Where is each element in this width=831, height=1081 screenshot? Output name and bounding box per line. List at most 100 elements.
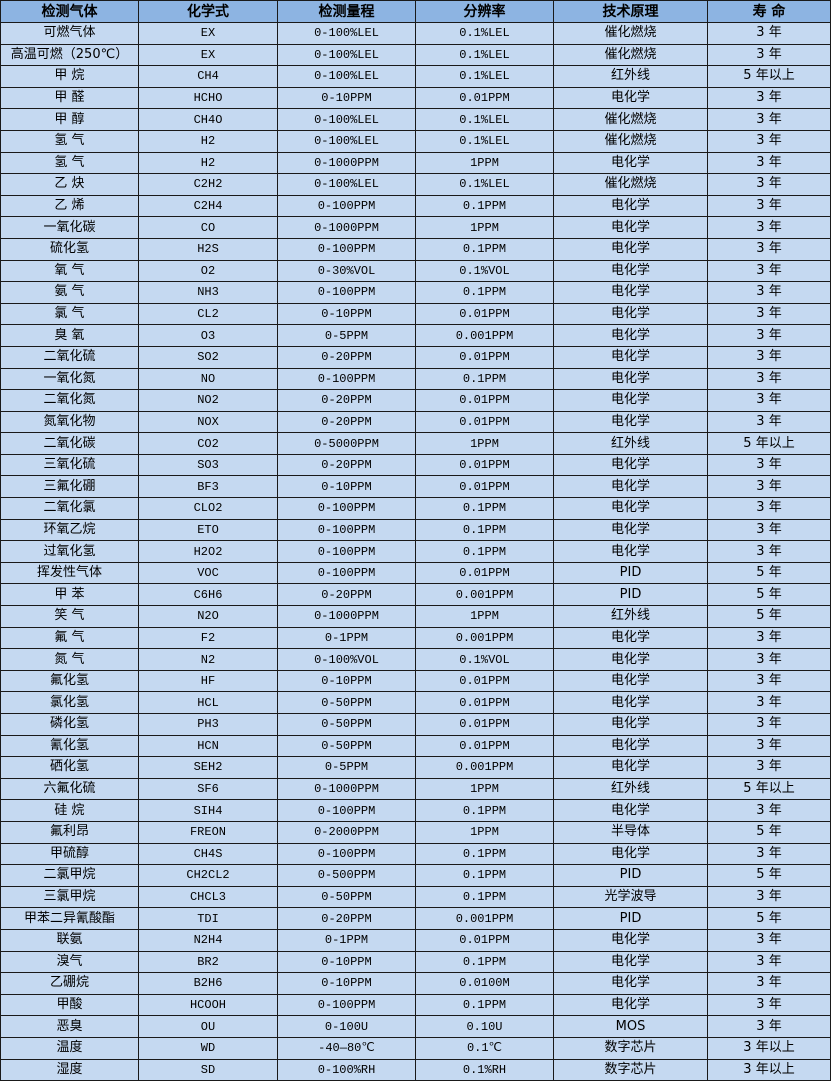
formula-cell: HCOOH [138, 993, 278, 1017]
principle-cell: 电化学 [553, 86, 708, 110]
lifespan-cell: 3 年 [707, 885, 831, 909]
principle-cell: 电化学 [553, 734, 708, 758]
lifespan-cell: 3 年 [707, 475, 831, 499]
table-row: 联氨 N2H4 0-1PPM 0.01PPM 电化学 3 年 [0, 928, 831, 952]
lifespan-cell: 3 年 [707, 691, 831, 714]
principle-cell: 催化燃烧 [553, 129, 708, 153]
gas-cell: 氯 气 [0, 302, 139, 326]
resolution-cell: 0.1PPM [415, 864, 554, 887]
range-cell: 0-100%LEL [277, 22, 416, 45]
table-row: 硅 烷 SIH4 0-100PPM 0.1PPM 电化学 3 年 [0, 799, 831, 822]
gas-cell: 乙硼烷 [0, 972, 139, 995]
gas-cell: 氯化氢 [0, 691, 139, 714]
range-cell: 0-1PPM [277, 928, 416, 952]
table-row: 氮 气 N2 0-100%VOL 0.1%VOL 电化学 3 年 [0, 648, 831, 671]
gas-cell: 过氧化氢 [0, 540, 139, 563]
gas-cell: 温度 [0, 1036, 139, 1060]
principle-cell: 电化学 [553, 151, 708, 175]
formula-cell: HCL [138, 691, 278, 714]
range-cell: 0-5PPM [277, 756, 416, 779]
range-cell: -40—80℃ [277, 1036, 416, 1060]
lifespan-cell: 3 年 [707, 669, 831, 693]
resolution-cell: 0.01PPM [415, 928, 554, 952]
gas-cell: 臭 氧 [0, 324, 139, 347]
range-cell: 0-100PPM [277, 194, 416, 218]
table-row: 氟化氢 HF 0-10PPM 0.01PPM 电化学 3 年 [0, 669, 831, 693]
principle-cell: 电化学 [553, 842, 708, 866]
formula-cell: C2H4 [138, 194, 278, 218]
lifespan-cell: 3 年 [707, 151, 831, 175]
resolution-cell: 0.10U [415, 1015, 554, 1038]
lifespan-cell: 5 年 [707, 820, 831, 844]
principle-cell: 电化学 [553, 345, 708, 369]
resolution-cell: 0.1%LEL [415, 22, 554, 45]
formula-cell: CO2 [138, 432, 278, 455]
resolution-cell: 0.01PPM [415, 410, 554, 434]
lifespan-cell: 5 年以上 [707, 432, 831, 455]
lifespan-cell: 3 年 [707, 43, 831, 67]
gas-cell: 可燃气体 [0, 22, 139, 45]
formula-cell: HCN [138, 734, 278, 758]
range-cell: 0-100PPM [277, 993, 416, 1017]
resolution-cell: 0.001PPM [415, 907, 554, 930]
table-row: 二氧化硫 SO2 0-20PPM 0.01PPM 电化学 3 年 [0, 345, 831, 369]
resolution-cell: 0.001PPM [415, 756, 554, 779]
formula-cell: HCHO [138, 86, 278, 110]
gas-cell: 三氧化硫 [0, 453, 139, 477]
table-row: 臭 氧 O3 0-5PPM 0.001PPM 电化学 3 年 [0, 324, 831, 347]
gas-cell: 硅 烷 [0, 799, 139, 822]
gas-cell: 三氟化硼 [0, 475, 139, 499]
resolution-cell: 0.01PPM [415, 561, 554, 585]
table-row: 氢 气 H2 0-1000PPM 1PPM 电化学 3 年 [0, 151, 831, 175]
formula-cell: SEH2 [138, 756, 278, 779]
table-row: 氯 气 CL2 0-10PPM 0.01PPM 电化学 3 年 [0, 302, 831, 326]
range-cell: 0-100PPM [277, 281, 416, 304]
range-cell: 0-10PPM [277, 475, 416, 499]
table-row: 甲 苯 C6H6 0-20PPM 0.001PPM PID 5 年 [0, 583, 831, 607]
header-principle: 技术原理 [553, 0, 708, 23]
gas-cell: 三氯甲烷 [0, 885, 139, 909]
formula-cell: BF3 [138, 475, 278, 499]
range-cell: 0-20PPM [277, 453, 416, 477]
resolution-cell: 0.1PPM [415, 540, 554, 563]
lifespan-cell: 3 年 [707, 540, 831, 563]
table-row: 磷化氢 PH3 0-50PPM 0.01PPM 电化学 3 年 [0, 713, 831, 736]
table-row: 二氧化氯 CLO2 0-100PPM 0.1PPM 电化学 3 年 [0, 497, 831, 520]
resolution-cell: 0.1PPM [415, 799, 554, 822]
table-row: 高温可燃（250℃） EX 0-100%LEL 0.1%LEL 催化燃烧 3 年 [0, 43, 831, 67]
lifespan-cell: 3 年 [707, 259, 831, 283]
lifespan-cell: 3 年 [707, 129, 831, 153]
formula-cell: TDI [138, 907, 278, 930]
formula-cell: H2O2 [138, 540, 278, 563]
principle-cell: 电化学 [553, 648, 708, 671]
header-range: 检测量程 [277, 0, 416, 23]
table-row: 一氧化氮 NO 0-100PPM 0.1PPM 电化学 3 年 [0, 367, 831, 391]
range-cell: 0-20PPM [277, 907, 416, 930]
table-row: 一氧化碳 CO 0-1000PPM 1PPM 电化学 3 年 [0, 216, 831, 239]
resolution-cell: 0.001PPM [415, 583, 554, 607]
principle-cell: 催化燃烧 [553, 43, 708, 67]
lifespan-cell: 3 年 [707, 518, 831, 542]
range-cell: 0-20PPM [277, 410, 416, 434]
range-cell: 0-10PPM [277, 86, 416, 110]
lifespan-cell: 3 年 [707, 993, 831, 1017]
formula-cell: CO [138, 216, 278, 239]
table-row: 挥发性气体 VOC 0-100PPM 0.01PPM PID 5 年 [0, 561, 831, 585]
formula-cell: CH4S [138, 842, 278, 866]
table-row: 氨 气 NH3 0-100PPM 0.1PPM 电化学 3 年 [0, 281, 831, 304]
table-row: 湿度 SD 0-100%RH 0.1%RH 数字芯片 3 年以上 [0, 1058, 831, 1081]
gas-cell: 硫化氢 [0, 237, 139, 261]
principle-cell: 半导体 [553, 820, 708, 844]
gas-cell: 笑 气 [0, 605, 139, 628]
lifespan-cell: 3 年 [707, 842, 831, 866]
principle-cell: PID [553, 561, 708, 585]
table-row: 六氟化硫 SF6 0-1000PPM 1PPM 红外线 5 年以上 [0, 777, 831, 801]
table-row: 二氧化氮 NO2 0-20PPM 0.01PPM 电化学 3 年 [0, 389, 831, 412]
principle-cell: 电化学 [553, 389, 708, 412]
table-row: 氢 气 H2 0-100%LEL 0.1%LEL 催化燃烧 3 年 [0, 129, 831, 153]
lifespan-cell: 3 年 [707, 497, 831, 520]
resolution-cell: 0.1PPM [415, 367, 554, 391]
range-cell: 0-30%VOL [277, 259, 416, 283]
table-row: 甲 烷 CH4 0-100%LEL 0.1%LEL 红外线 5 年以上 [0, 65, 831, 88]
table-row: 三氟化硼 BF3 0-10PPM 0.01PPM 电化学 3 年 [0, 475, 831, 499]
